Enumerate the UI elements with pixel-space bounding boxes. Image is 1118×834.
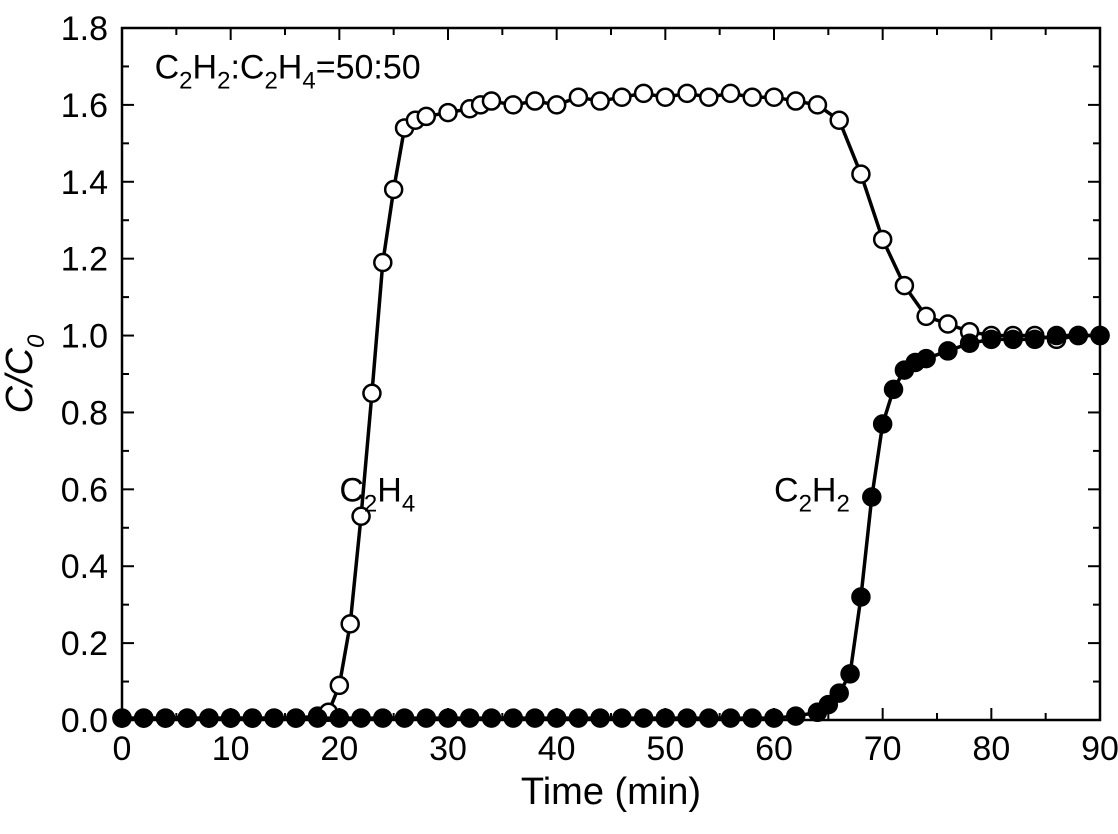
marker-C2H2 — [657, 710, 674, 727]
marker-C2H2 — [548, 710, 565, 727]
marker-C2H2 — [396, 710, 413, 727]
marker-C2H2 — [570, 710, 587, 727]
marker-C2H4 — [505, 96, 522, 113]
breakthrough-chart: 0 10 20 30 40 50 60 70 80 90 0.0 0.2 0.4 0.6 0.8 1.0 1.2… — [0, 0, 1118, 834]
marker-C2H2 — [505, 710, 522, 727]
marker-C2H2 — [440, 710, 457, 727]
marker-C2H4 — [744, 89, 761, 106]
marker-C2H2 — [309, 710, 326, 727]
marker-C2H2 — [1026, 331, 1043, 348]
marker-C2H2 — [863, 489, 880, 506]
marker-C2H4 — [385, 181, 402, 198]
marker-C2H2 — [874, 415, 891, 432]
marker-C2H2 — [179, 710, 196, 727]
x-tick-label: 60 — [755, 730, 793, 768]
x-tick-label: 30 — [429, 730, 467, 768]
y-tick-label: 1.0 — [61, 318, 108, 356]
marker-C2H2 — [766, 710, 783, 727]
marker-C2H2 — [787, 708, 804, 725]
marker-C2H4 — [852, 166, 869, 183]
y-tick-label: 0.4 — [61, 548, 108, 586]
marker-C2H2 — [266, 710, 283, 727]
marker-C2H2 — [244, 710, 261, 727]
x-tick-label: 50 — [646, 730, 684, 768]
x-tick-label: 90 — [1081, 730, 1118, 768]
x-axis-label: Time (min) — [521, 771, 701, 813]
marker-C2H2 — [157, 710, 174, 727]
marker-C2H2 — [939, 342, 956, 359]
x-tick-label: 20 — [320, 730, 358, 768]
y-tick-label: 0.8 — [61, 394, 108, 432]
marker-C2H4 — [939, 316, 956, 333]
marker-C2H2 — [852, 588, 869, 605]
marker-C2H2 — [722, 710, 739, 727]
marker-C2H2 — [1070, 327, 1087, 344]
marker-C2H2 — [222, 710, 239, 727]
marker-C2H2 — [885, 381, 902, 398]
marker-C2H2 — [353, 710, 370, 727]
marker-C2H2 — [918, 350, 935, 367]
marker-C2H4 — [657, 89, 674, 106]
marker-C2H4 — [766, 89, 783, 106]
chart-container: 0 10 20 30 40 50 60 70 80 90 0.0 0.2 0.4 0.6 0.8 1.0 1.2… — [0, 0, 1118, 834]
y-tick-label: 1.8 — [61, 10, 108, 48]
marker-C2H2 — [1048, 327, 1065, 344]
marker-C2H2 — [483, 710, 500, 727]
y-tick-label: 1.2 — [61, 241, 108, 279]
x-tick-label: 10 — [212, 730, 250, 768]
marker-C2H2 — [1092, 327, 1109, 344]
marker-C2H2 — [135, 710, 152, 727]
marker-C2H2 — [613, 710, 630, 727]
marker-C2H4 — [700, 89, 717, 106]
marker-C2H2 — [831, 685, 848, 702]
marker-C2H4 — [679, 85, 696, 102]
marker-C2H4 — [483, 93, 500, 110]
marker-C2H2 — [526, 710, 543, 727]
marker-C2H2 — [331, 710, 348, 727]
marker-C2H4 — [374, 254, 391, 271]
marker-C2H4 — [331, 677, 348, 694]
marker-C2H2 — [287, 710, 304, 727]
marker-C2H4 — [809, 96, 826, 113]
y-tick-label: 0.6 — [61, 471, 108, 509]
marker-C2H4 — [592, 93, 609, 110]
marker-C2H4 — [831, 112, 848, 129]
marker-C2H2 — [592, 710, 609, 727]
marker-C2H2 — [961, 335, 978, 352]
marker-C2H4 — [440, 104, 457, 121]
marker-C2H2 — [418, 710, 435, 727]
marker-C2H4 — [342, 615, 359, 632]
x-tick-label: 80 — [972, 730, 1010, 768]
marker-C2H4 — [418, 108, 435, 125]
marker-C2H2 — [679, 710, 696, 727]
marker-C2H2 — [374, 710, 391, 727]
marker-C2H4 — [548, 96, 565, 113]
marker-C2H2 — [114, 710, 131, 727]
marker-C2H4 — [918, 308, 935, 325]
x-tick-label: 0 — [113, 730, 132, 768]
marker-C2H2 — [842, 665, 859, 682]
y-tick-label: 0.0 — [61, 702, 108, 740]
marker-C2H2 — [1005, 331, 1022, 348]
marker-C2H4 — [635, 85, 652, 102]
marker-C2H2 — [700, 710, 717, 727]
marker-C2H4 — [570, 89, 587, 106]
y-tick-label: 1.6 — [61, 87, 108, 125]
marker-C2H2 — [744, 710, 761, 727]
marker-C2H4 — [874, 231, 891, 248]
marker-C2H2 — [200, 710, 217, 727]
x-tick-label: 40 — [538, 730, 576, 768]
marker-C2H2 — [461, 710, 478, 727]
marker-C2H2 — [635, 710, 652, 727]
marker-C2H4 — [722, 85, 739, 102]
x-tick-label: 70 — [864, 730, 902, 768]
marker-C2H4 — [363, 385, 380, 402]
y-tick-label: 1.4 — [61, 164, 108, 202]
marker-C2H4 — [613, 89, 630, 106]
marker-C2H4 — [787, 93, 804, 110]
marker-C2H4 — [896, 277, 913, 294]
marker-C2H4 — [526, 93, 543, 110]
marker-C2H2 — [983, 331, 1000, 348]
y-tick-label: 0.2 — [61, 625, 108, 663]
